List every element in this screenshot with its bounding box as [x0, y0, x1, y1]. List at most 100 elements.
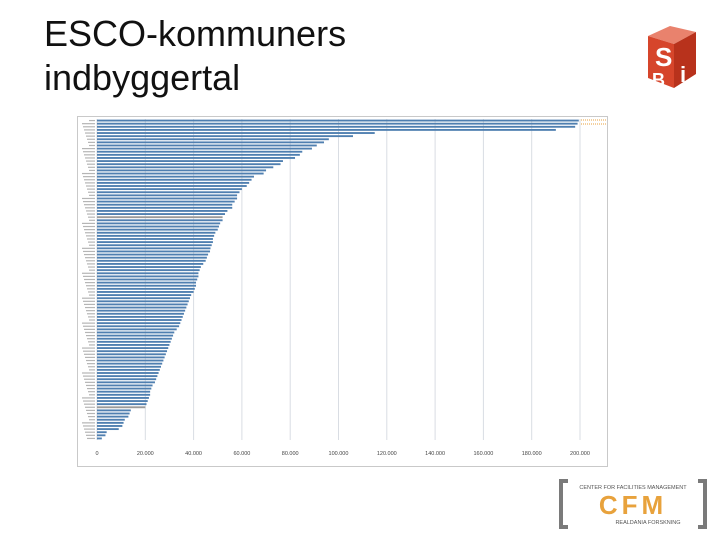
bar	[97, 234, 215, 237]
category-label-mark	[86, 334, 95, 337]
category-label-mark	[82, 422, 95, 424]
category-label-mark	[89, 269, 95, 271]
bar	[97, 412, 130, 415]
category-label-mark	[87, 288, 95, 290]
bar	[97, 275, 199, 278]
category-label-mark	[87, 163, 95, 165]
category-label-mark	[89, 344, 95, 346]
bar	[97, 125, 576, 128]
bar	[97, 434, 106, 437]
legend-marks	[581, 119, 606, 125]
category-label-mark	[87, 387, 95, 390]
bar	[97, 213, 225, 215]
bar	[97, 396, 149, 399]
category-label-mark	[88, 366, 95, 368]
category-label-mark	[89, 194, 95, 196]
bar	[97, 375, 158, 378]
bar	[97, 322, 181, 325]
category-label-mark	[85, 306, 95, 309]
category-label-mark	[85, 157, 95, 159]
category-label-mark	[86, 235, 95, 237]
bar	[97, 431, 107, 434]
bar	[97, 231, 216, 234]
category-label-mark	[88, 416, 95, 418]
category-label-mark	[87, 138, 95, 140]
bar	[97, 266, 201, 268]
bar	[97, 350, 168, 353]
category-label-mark	[84, 353, 95, 355]
bar	[97, 244, 212, 247]
category-label-mark	[85, 132, 95, 134]
category-label-mark	[83, 200, 95, 203]
category-label-mark	[86, 434, 95, 436]
bar	[97, 147, 312, 150]
category-label-mark	[86, 135, 95, 137]
bar	[97, 415, 129, 418]
category-label-mark	[84, 303, 95, 306]
category-label-mark	[84, 179, 95, 181]
bar	[97, 262, 204, 265]
category-labels	[82, 119, 95, 440]
bar	[97, 206, 233, 209]
bar	[97, 259, 206, 262]
bar	[97, 381, 155, 384]
title-line-2: indbyggertal	[44, 57, 241, 98]
category-label-mark	[83, 151, 95, 153]
bar	[97, 241, 213, 244]
bar	[97, 269, 200, 272]
bar	[97, 281, 197, 284]
bar	[97, 287, 195, 290]
bar	[97, 228, 218, 231]
bar	[97, 175, 254, 178]
bar	[97, 203, 233, 206]
bar	[97, 309, 186, 312]
x-tick-label: 0	[95, 451, 98, 457]
x-tick-label: 100.000	[329, 451, 349, 457]
bar	[97, 238, 213, 240]
bar	[97, 365, 161, 368]
title-line-1: ESCO-kommuners	[44, 13, 347, 54]
category-label-mark	[87, 263, 95, 265]
category-label-mark	[88, 391, 95, 393]
category-label-mark	[88, 216, 95, 218]
bar	[97, 297, 190, 300]
bar	[97, 169, 267, 172]
category-label-mark	[83, 126, 95, 128]
category-label-mark	[84, 378, 95, 380]
category-label-mark	[85, 406, 95, 408]
category-label-mark	[85, 232, 95, 234]
bar	[97, 353, 166, 356]
category-label-mark	[87, 363, 95, 365]
sbi-logo: S B i	[648, 26, 696, 90]
cfm-logo: CENTER FOR FACILITIES MANAGEMENT CFM REA…	[559, 479, 707, 529]
bar	[97, 337, 172, 340]
bar	[97, 272, 199, 275]
bar	[97, 406, 146, 409]
bar	[97, 222, 221, 225]
category-label-mark	[88, 191, 95, 193]
category-label-mark	[86, 160, 95, 162]
bar	[97, 128, 556, 131]
bar	[97, 403, 147, 406]
x-tick-label: 80.000	[282, 451, 299, 457]
category-label-mark	[84, 403, 95, 405]
category-label-mark	[83, 325, 95, 327]
category-label-mark	[89, 394, 95, 396]
bar	[97, 278, 198, 281]
bar	[97, 253, 209, 256]
bar	[97, 409, 131, 412]
bar	[97, 378, 157, 381]
category-label-mark	[89, 119, 95, 122]
category-label-mark	[83, 225, 95, 228]
category-label-mark	[85, 257, 95, 259]
category-label-mark	[83, 275, 95, 277]
bar	[97, 303, 188, 306]
category-label-mark	[89, 244, 95, 246]
category-label-mark	[87, 313, 95, 315]
bar	[97, 437, 102, 440]
bar	[97, 122, 578, 125]
bar	[97, 225, 219, 228]
category-label-mark	[86, 260, 95, 262]
category-label-mark	[84, 328, 95, 330]
bar	[97, 331, 175, 334]
